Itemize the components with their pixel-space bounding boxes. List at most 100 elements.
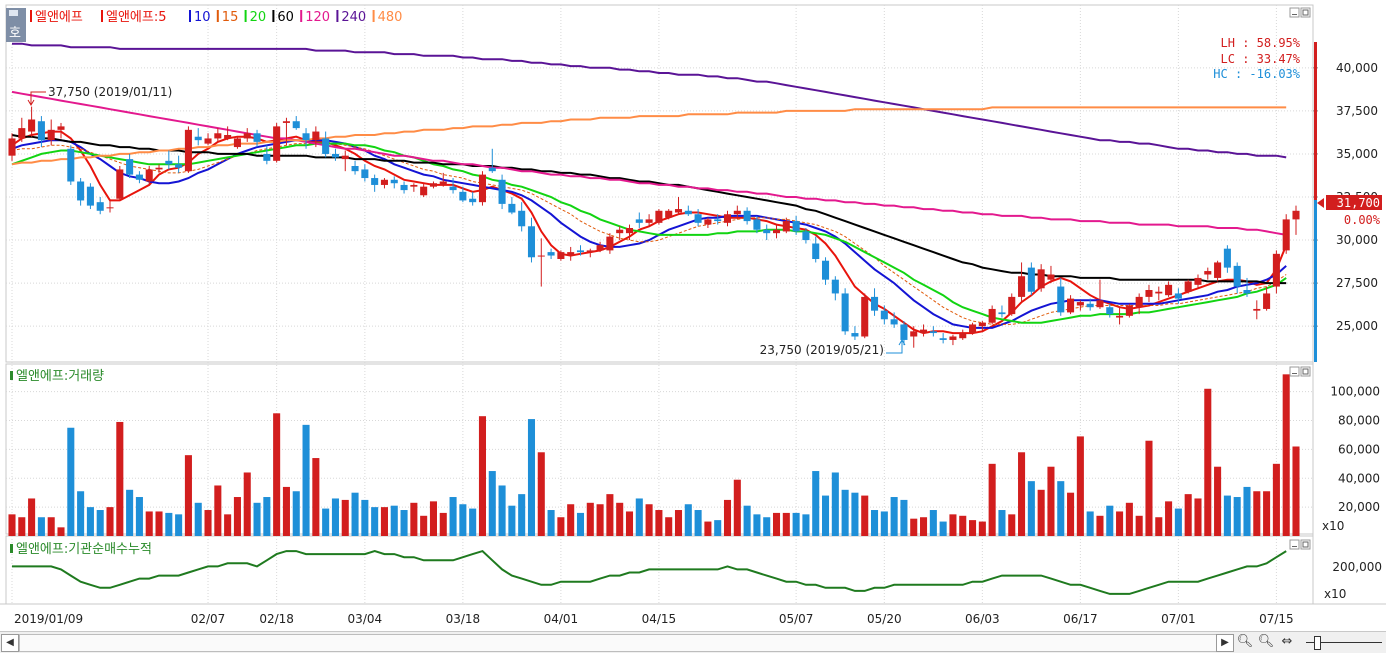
candle-body: [998, 312, 1006, 315]
volume-bar: [576, 512, 585, 536]
volume-bar: [1165, 501, 1173, 536]
candle-body: [1008, 296, 1016, 315]
volume-bar: [831, 472, 839, 536]
volume-bar: [67, 427, 75, 536]
volume-bar: [116, 421, 124, 536]
volume-bar: [782, 512, 790, 536]
low-annotation-text: 23,750 (2019/05/21): [760, 343, 884, 357]
volume-bar: [910, 518, 918, 536]
volume-bar: [243, 472, 251, 536]
candle-body: [537, 255, 545, 257]
volume-bar: [890, 497, 898, 536]
volume-bars: [8, 374, 1300, 536]
candle-body: [939, 338, 947, 340]
candle-body: [616, 229, 624, 234]
scroll-right-button[interactable]: ▶: [1216, 634, 1234, 652]
candle-body: [175, 164, 183, 168]
candle-body: [410, 184, 418, 187]
volume-bar: [772, 512, 781, 536]
volume-axis: 100,000 80,000 60,000 40,000 20,000: [1330, 385, 1380, 514]
volume-bar: [204, 510, 212, 536]
price-tick-label: 35,000: [1336, 147, 1378, 161]
candle-body: [704, 219, 712, 225]
volume-tick-label: 60,000: [1338, 442, 1380, 456]
candle-body: [390, 179, 398, 184]
volume-bar: [1145, 440, 1153, 536]
volume-bar: [498, 485, 506, 536]
candle-body: [292, 121, 300, 129]
candle-body: [478, 174, 487, 203]
volume-bar: [263, 497, 271, 536]
candle-body: [1116, 315, 1124, 318]
volume-panel-maximize-icon[interactable]: [1300, 366, 1311, 377]
volume-bar: [1125, 502, 1133, 536]
candle-body: [155, 167, 163, 170]
candle-body: [380, 179, 388, 185]
volume-bar: [400, 510, 408, 536]
institution-panel-minimize-icon[interactable]: [1289, 539, 1300, 550]
candle-body: [469, 198, 477, 203]
scroll-left-button[interactable]: ◀: [1, 634, 19, 652]
volume-bar: [704, 521, 712, 536]
volume-bar: [655, 510, 663, 536]
candle-body: [361, 169, 369, 179]
legend-ma15: 15: [222, 10, 239, 25]
volume-bar: [282, 486, 290, 536]
volume-bar: [723, 499, 732, 536]
candle-body: [1145, 290, 1153, 297]
candle-body: [557, 252, 565, 259]
candle-body: [28, 119, 36, 132]
candle-body: [351, 166, 359, 172]
volume-bar: [331, 498, 339, 536]
legend-ma480: 480: [378, 10, 403, 25]
legend-marker-name: [30, 10, 32, 22]
panel-maximize-icon[interactable]: [1300, 7, 1311, 18]
fit-view-icon[interactable]: ⇔: [1281, 634, 1293, 649]
candle-body: [596, 245, 604, 251]
candle-body: [1096, 300, 1104, 308]
volume-panel-minimize-icon[interactable]: [1289, 366, 1300, 377]
candle-body: [871, 296, 879, 311]
volume-bar: [312, 458, 320, 536]
volume-bar: [18, 517, 26, 536]
zoom-in-icon[interactable]: 🔍︎: [1257, 634, 1275, 649]
legend-ma10: 10: [194, 10, 211, 25]
volume-bar: [1223, 495, 1231, 536]
volume-bar: [1155, 517, 1163, 536]
candle-body: [439, 181, 447, 185]
ma-line-5: [11, 130, 1288, 335]
date-label: 03/04: [348, 612, 383, 626]
candle-body: [233, 138, 241, 148]
candle-body: [498, 179, 506, 204]
volume-bar: [175, 514, 183, 536]
volume-bar: [429, 501, 437, 536]
candle-body: [429, 183, 437, 187]
volume-bar: [1263, 491, 1271, 536]
institution-panel-maximize-icon[interactable]: [1300, 539, 1311, 550]
candle-body: [1174, 293, 1182, 299]
volume-bar: [508, 505, 516, 536]
candle-body: [880, 310, 888, 320]
volume-bar: [47, 517, 55, 536]
volume-bar: [596, 504, 604, 536]
candle-body: [253, 133, 261, 142]
volume-bar: [1272, 463, 1280, 536]
ma-line-480: [11, 106, 1287, 166]
legend-ma5: 엘앤에프:5: [106, 10, 167, 25]
candle-body: [635, 219, 643, 223]
chart-scrollbar[interactable]: ◀ ▶ 🔍︎ 🔍︎ ⇔: [0, 631, 1386, 653]
volume-bar: [322, 508, 330, 536]
volume-bar: [1135, 515, 1143, 536]
zoom-slider[interactable]: [1306, 635, 1382, 650]
volume-bar: [861, 495, 869, 536]
volume-bar: [714, 520, 722, 536]
zoom-out-icon[interactable]: 🔍︎: [1236, 634, 1254, 649]
date-label: 06/17: [1063, 612, 1098, 626]
date-label: 07/15: [1259, 612, 1294, 626]
volume-bar: [645, 504, 653, 536]
panel-minimize-icon[interactable]: [1289, 7, 1300, 18]
date-label: 02/07: [191, 612, 226, 626]
price-tick-label: 30,000: [1336, 233, 1378, 247]
scroll-track[interactable]: [19, 634, 1217, 652]
volume-bar: [57, 527, 65, 536]
